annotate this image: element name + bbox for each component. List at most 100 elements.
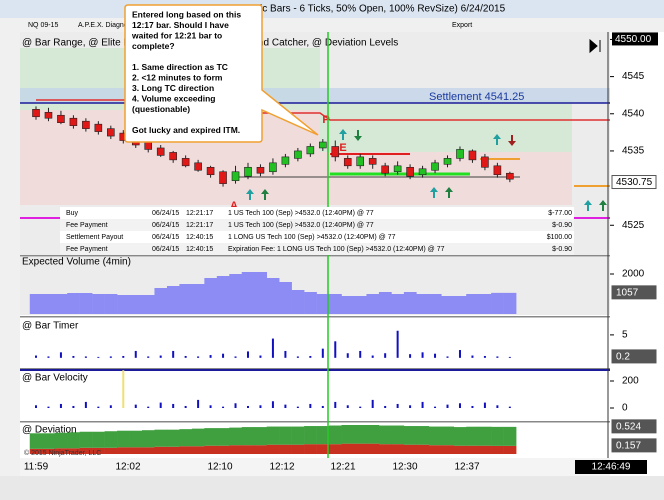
candle-body (431, 162, 439, 171)
value-box-label: 1057 (616, 288, 639, 299)
timer-bar (35, 355, 37, 358)
velocity-bar (384, 405, 387, 408)
candle-body (456, 149, 464, 159)
deviation-red (478, 445, 492, 455)
velocity-bar (47, 406, 50, 408)
deviation-green (179, 429, 193, 447)
candle-body (443, 158, 452, 165)
candle-body (406, 166, 414, 177)
velocity-top-line (20, 369, 610, 371)
timer-bar (284, 350, 287, 358)
deviation-green (453, 427, 467, 446)
velocity-bar (346, 405, 349, 408)
deviation-green (279, 426, 292, 445)
velocity-bar (271, 401, 274, 408)
template-selector[interactable]: A.P.E.X. Diagnos (78, 22, 132, 29)
y-tick-label: 2000 (622, 269, 645, 280)
timer-bar (409, 354, 412, 358)
deviation-green (441, 426, 455, 446)
panel-separator (20, 421, 610, 423)
callout-text: waited for 12:21 bar to (131, 30, 222, 40)
deviation-green (79, 431, 93, 448)
drawing-toolbar (0, 32, 20, 477)
timer-bar (321, 348, 324, 358)
volume-bar (254, 272, 267, 314)
trade-cell: 1 US Tech 100 (Sep) >4532.0 (12:40PM) @ … (228, 222, 374, 229)
timer-bar (271, 338, 274, 358)
volume-bar (67, 293, 80, 314)
deviation-green (304, 426, 317, 445)
timer-bar (434, 353, 437, 358)
candle-body (331, 146, 340, 158)
time-label: 12:02 (115, 462, 140, 473)
velocity-bar (458, 403, 461, 408)
volume-bar (266, 278, 280, 314)
candle-body (156, 147, 165, 156)
volume-bar (366, 294, 380, 314)
volume-bar (204, 278, 218, 314)
instrument-selector[interactable]: NQ 09-15 (28, 22, 58, 29)
volume-bar (141, 295, 155, 314)
trade-cell: 1 LONG US Tech 100 (Sep) >4532.0 (12:40P… (228, 234, 396, 241)
velocity-bar (147, 406, 150, 408)
deviation-green (29, 433, 43, 449)
candle-body (281, 156, 290, 165)
candle-body (269, 162, 277, 173)
volume-bar (341, 296, 355, 314)
velocity-bar (122, 370, 125, 408)
deviation-red (191, 446, 205, 455)
deviation-red (154, 446, 168, 455)
volume-bar (279, 282, 292, 314)
candle-body (481, 156, 489, 168)
time-label: 12:12 (269, 462, 294, 473)
velocity-bar (134, 404, 137, 408)
deviation-green (42, 433, 56, 449)
y-tick-label: 5 (622, 330, 628, 341)
candle-body (181, 158, 190, 167)
deviation-red (416, 444, 430, 455)
deviation-red (254, 445, 267, 455)
candle-body (169, 152, 177, 161)
trade-cell: $100.00 (547, 234, 572, 241)
deviation-red (391, 444, 405, 455)
export-button[interactable]: Export (452, 22, 472, 29)
deviation-red (453, 445, 467, 455)
velocity-bar (84, 401, 87, 408)
scroll-end-button[interactable] (589, 38, 601, 54)
volume-bar (466, 294, 479, 314)
candle-body (194, 162, 202, 171)
timer-bar (159, 355, 162, 358)
deviation-red (141, 447, 155, 455)
panel-title: @ Deviation (22, 425, 77, 436)
deviation-red (366, 443, 380, 455)
trade-cell: Settlement Payout (66, 234, 123, 241)
deviation-red (166, 446, 180, 455)
volume-bar (79, 293, 93, 314)
callout-text: Entered long based on this (132, 9, 241, 19)
velocity-bar (184, 405, 187, 408)
panel-title: Expected Volume (4min) (22, 257, 131, 268)
status-bar (0, 476, 664, 500)
deviation-red (466, 445, 479, 455)
value-box (611, 419, 657, 434)
copyright: © 2015 NinjaTrader, LLC (24, 449, 101, 457)
trade-cell: 12:21:17 (186, 222, 213, 229)
volume-bar (491, 292, 504, 314)
velocity-bar (109, 405, 112, 408)
velocity-bar (172, 403, 175, 408)
volume-bar (117, 295, 130, 314)
window-title: agnostic Bars - 6 Ticks, 50% Open, 100% … (230, 4, 506, 15)
volume-bar (216, 276, 230, 314)
callout-text: (questionable) (132, 104, 190, 114)
volume-bar (166, 286, 180, 314)
value-box (611, 438, 657, 453)
panel-title: @ Bar Velocity (22, 373, 88, 384)
panel-separator (20, 368, 610, 370)
signal-marker: A (230, 200, 238, 212)
candle-body (468, 150, 477, 161)
velocity-bar (284, 404, 287, 408)
velocity-bar (197, 399, 200, 408)
volume-bar (29, 294, 43, 314)
deviation-green (391, 425, 405, 445)
